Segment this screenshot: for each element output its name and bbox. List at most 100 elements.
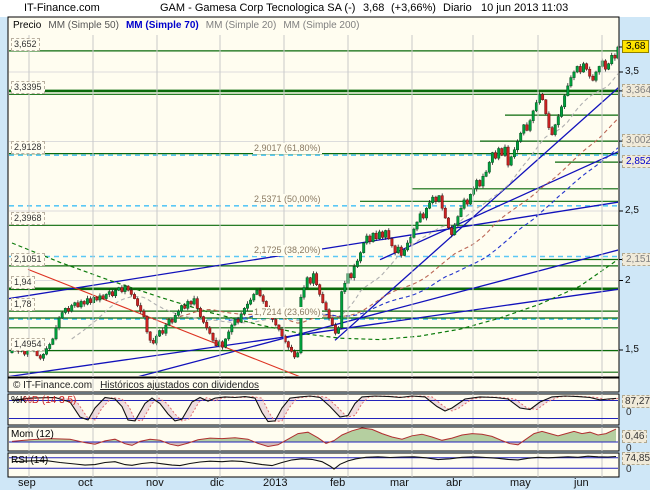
candle-up <box>481 176 485 187</box>
stochastic-panel-frame <box>7 393 620 426</box>
copyright-text: © IT-Finance.com <box>13 380 93 391</box>
candle-down <box>136 298 140 306</box>
candle-up <box>79 301 83 308</box>
candle-up <box>468 194 472 205</box>
rsi-line <box>11 455 617 470</box>
legend-ma200[interactable]: MM (Simple 200) <box>283 20 360 31</box>
candle-up <box>176 310 180 316</box>
momentum-line <box>11 427 617 448</box>
candle-down <box>211 333 215 341</box>
candle-down <box>280 328 284 337</box>
legend-ma20[interactable]: MM (Simple 20) <box>205 20 277 31</box>
candle-down <box>133 294 136 299</box>
candle-down <box>214 340 218 347</box>
candle-up <box>594 71 598 81</box>
candle-up <box>569 77 573 87</box>
candle-up <box>337 327 340 334</box>
stoch-fill <box>12 396 618 422</box>
candle-up <box>484 171 488 177</box>
candle-down <box>327 309 331 319</box>
candle-down <box>120 287 124 292</box>
level-price-label: 1,78 <box>11 298 35 312</box>
candle-down <box>258 289 262 297</box>
candle-up <box>560 106 563 117</box>
legend-ma70[interactable]: MM (Simple 70) <box>125 20 199 31</box>
candle-down <box>506 146 510 166</box>
level-price-label: 2,3968 <box>11 212 45 226</box>
candle-up <box>158 330 162 337</box>
candle-down <box>500 148 504 156</box>
candle-down <box>82 301 86 305</box>
candle-down <box>308 277 312 284</box>
candle-down <box>494 152 497 159</box>
candle-up <box>359 252 362 262</box>
candle-up <box>48 344 52 349</box>
candle-up <box>490 152 494 163</box>
candle-up <box>63 308 67 313</box>
candle-down <box>547 113 551 128</box>
candle-down <box>318 284 322 295</box>
candle-up <box>85 298 89 305</box>
copyright-bar: © IT-Finance.com Históricos ajustados con… <box>13 380 259 391</box>
candle-up <box>164 324 168 334</box>
candle-down <box>126 285 130 291</box>
legend-ma50[interactable]: MM (Simple 50) <box>48 20 119 31</box>
candle-up <box>516 141 519 151</box>
candle-down <box>95 296 99 301</box>
candle-up <box>57 317 61 329</box>
candle-down <box>261 295 265 302</box>
candle-up <box>472 188 476 195</box>
candle-up <box>522 124 526 134</box>
rsi-label: RSI (14) <box>11 455 49 466</box>
candle-up <box>362 242 366 253</box>
candle-up <box>575 66 579 73</box>
candle-up <box>384 230 388 238</box>
candle-up <box>563 95 567 108</box>
stoch-value-box: 87,273 <box>622 395 650 408</box>
candle-down <box>393 245 397 253</box>
candle-down <box>198 308 202 317</box>
candle-down <box>374 232 378 240</box>
blue-trend-line <box>9 288 618 376</box>
legend-precio: Precio <box>13 20 42 31</box>
candle-up <box>192 298 196 305</box>
candle-up <box>123 285 127 292</box>
candle-up <box>531 110 535 121</box>
candle-down <box>170 319 174 323</box>
candle-up <box>534 102 538 112</box>
blue-trend-line <box>379 151 618 261</box>
ma-value-box: 3,0026 <box>622 134 650 148</box>
candle-up <box>70 305 74 312</box>
candle-up <box>352 266 356 278</box>
fib-level-label: 2,5371 (50,00%) <box>253 193 322 205</box>
level-price-label: 3,3395 <box>11 81 45 95</box>
candle-up <box>296 352 300 358</box>
current-price-box: 3,68 <box>622 40 650 53</box>
candle-down <box>541 93 545 101</box>
candle-down <box>286 341 290 348</box>
chart-legend: Precio MM (Simple 50) MM (Simple 70) MM (Si… <box>13 20 366 31</box>
candle-down <box>381 231 384 238</box>
y-axis-tick-label: 3,5 <box>625 66 639 77</box>
candle-up <box>51 338 55 345</box>
candle-up <box>154 335 158 344</box>
quote-datetime: 10 jun 2013 11:03 <box>481 2 569 14</box>
y-axis-tick-label: 1,5 <box>625 344 639 355</box>
stoch-k-line <box>11 395 617 423</box>
candle-down <box>195 298 199 309</box>
candle-up <box>104 294 108 299</box>
candle-up <box>173 315 177 323</box>
y-axis-tick-label: 2 <box>625 274 631 286</box>
stoch-zero-label: 0 <box>626 407 632 418</box>
candle-up <box>249 299 253 305</box>
level-price-label: 3,652 <box>11 37 40 51</box>
candle-up <box>180 305 184 312</box>
candle-up <box>255 289 259 295</box>
candle-down <box>76 302 80 308</box>
candle-up <box>107 291 111 295</box>
candle-up <box>538 93 541 103</box>
candle-up <box>428 202 432 209</box>
x-axis-month-label: jun <box>574 477 589 489</box>
candle-down <box>220 341 224 348</box>
